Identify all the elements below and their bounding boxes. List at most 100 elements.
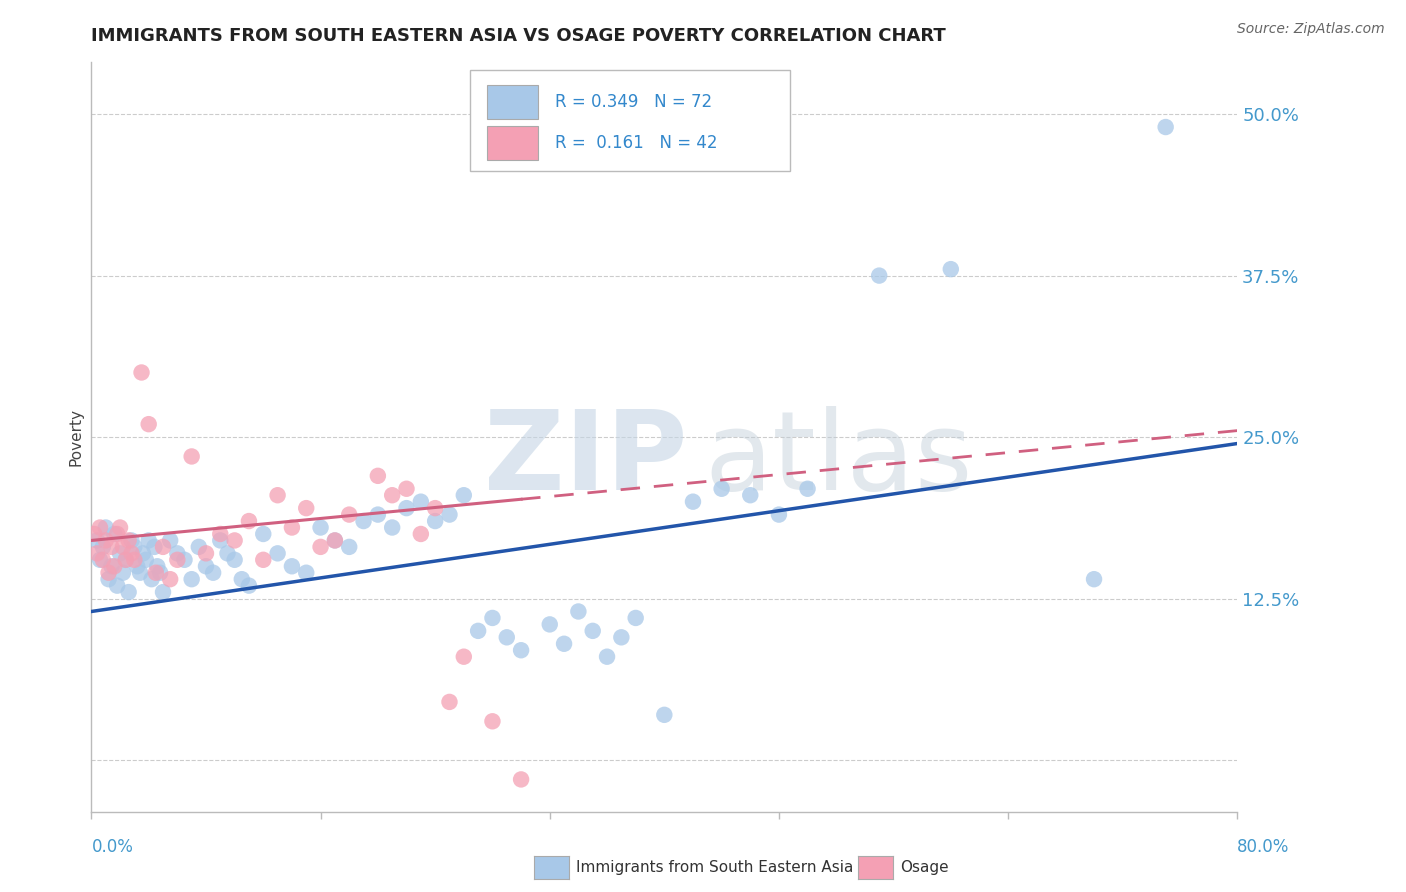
Point (481, 714, 503, 729)
Point (135, 553, 157, 567)
Point (117, 585, 139, 599)
Text: 80.0%: 80.0% (1237, 838, 1289, 856)
Point (323, 533, 346, 548)
FancyBboxPatch shape (470, 70, 790, 171)
Point (481, 611, 503, 625)
Point (309, 540, 332, 554)
Point (121, 546, 143, 560)
Point (252, 553, 274, 567)
Point (252, 527, 274, 541)
Point (141, 572, 163, 586)
Point (108, 520, 131, 534)
Point (194, 546, 217, 560)
Point (353, 514, 375, 528)
Point (367, 508, 389, 522)
Point (337, 540, 360, 554)
FancyBboxPatch shape (486, 85, 538, 119)
Point (453, 488, 475, 502)
Point (94, 520, 117, 534)
Point (510, 772, 533, 787)
Point (149, 566, 172, 580)
Point (395, 501, 418, 516)
Point (224, 533, 246, 548)
Point (682, 494, 704, 508)
Point (103, 559, 125, 574)
Point (868, 268, 890, 283)
Point (510, 643, 533, 657)
Point (100, 559, 122, 574)
Text: Osage: Osage (900, 860, 949, 874)
Point (596, 649, 619, 664)
Point (173, 553, 195, 567)
Point (439, 508, 461, 522)
FancyBboxPatch shape (486, 126, 538, 160)
Text: Immigrants from South Eastern Asia: Immigrants from South Eastern Asia (576, 860, 853, 874)
Point (582, 624, 605, 638)
Point (768, 508, 790, 522)
Point (124, 553, 146, 567)
Point (143, 540, 166, 554)
Point (94, 533, 117, 548)
Point (231, 572, 253, 586)
Point (86, 546, 108, 560)
Point (100, 540, 122, 554)
Point (224, 553, 246, 567)
Point (111, 566, 134, 580)
Point (187, 540, 209, 554)
Point (89, 520, 111, 534)
Point (138, 417, 160, 432)
Point (796, 482, 818, 496)
Point (495, 630, 517, 644)
Point (91, 540, 114, 554)
Point (86, 533, 108, 548)
Text: ZIP: ZIP (484, 406, 688, 513)
Point (309, 520, 332, 534)
Point (409, 494, 432, 508)
Point (129, 566, 152, 580)
Point (209, 533, 232, 548)
Point (395, 482, 418, 496)
Point (117, 533, 139, 548)
Point (217, 546, 239, 560)
Point (145, 566, 167, 580)
Text: R = 0.349   N = 72: R = 0.349 N = 72 (555, 93, 713, 112)
Point (114, 553, 136, 567)
Point (467, 624, 489, 638)
Point (423, 514, 446, 528)
Point (323, 533, 346, 548)
Text: Source: ZipAtlas.com: Source: ZipAtlas.com (1237, 22, 1385, 37)
Point (152, 585, 174, 599)
Point (624, 611, 647, 625)
Point (146, 559, 169, 574)
Point (266, 546, 288, 560)
Point (939, 262, 962, 277)
Point (337, 508, 360, 522)
Point (1083, 572, 1105, 586)
Point (180, 450, 202, 464)
Point (111, 540, 134, 554)
Point (124, 540, 146, 554)
Point (166, 546, 188, 560)
Point (166, 553, 188, 567)
Point (89, 553, 111, 567)
Point (281, 520, 304, 534)
Point (194, 559, 217, 574)
Point (132, 546, 155, 560)
Point (152, 540, 174, 554)
Point (127, 559, 149, 574)
Point (381, 520, 404, 534)
Point (710, 482, 733, 496)
Point (108, 546, 131, 560)
Point (453, 649, 475, 664)
Point (439, 695, 461, 709)
Point (202, 566, 225, 580)
Point (266, 488, 288, 502)
Point (209, 527, 232, 541)
Point (409, 527, 432, 541)
Point (553, 637, 575, 651)
Point (180, 572, 202, 586)
Point (91, 553, 114, 567)
Point (295, 501, 318, 516)
Point (103, 527, 125, 541)
Point (105, 579, 128, 593)
